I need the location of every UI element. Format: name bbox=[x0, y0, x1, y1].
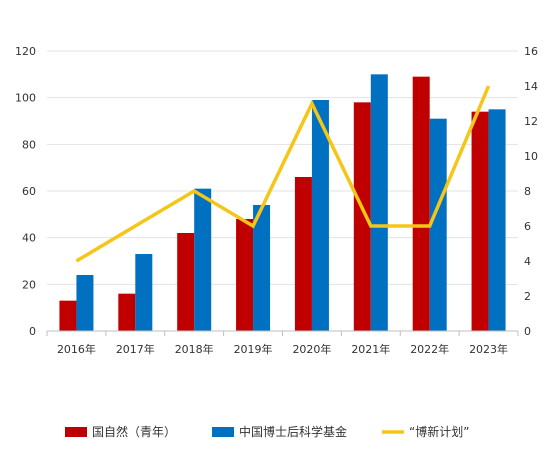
bar-nsfc-youth bbox=[413, 77, 430, 331]
bar-postdoc-fund bbox=[430, 119, 447, 331]
x-tick-label: 2017年 bbox=[116, 342, 155, 356]
legend-swatch bbox=[212, 427, 234, 437]
bar-nsfc-youth bbox=[236, 219, 253, 331]
legend: 国自然（青年） 中国博士后科学基金 “博新计划” bbox=[65, 424, 469, 439]
x-tick-label: 2016年 bbox=[57, 342, 96, 356]
y-right-tick-label: 2 bbox=[524, 290, 531, 303]
y-right-tick-label: 4 bbox=[524, 255, 531, 268]
y-right-tick-label: 14 bbox=[524, 80, 538, 93]
bar-postdoc-fund bbox=[489, 109, 506, 331]
x-tick-label: 2021年 bbox=[351, 342, 390, 356]
bar-postdoc-fund bbox=[135, 254, 152, 331]
bar-postdoc-fund bbox=[194, 189, 211, 331]
bar-nsfc-youth bbox=[118, 294, 135, 331]
y-left-tick-label: 0 bbox=[29, 325, 36, 338]
bar-postdoc-fund bbox=[76, 275, 93, 331]
y-right-tick-label: 12 bbox=[524, 115, 538, 128]
x-tick-label: 2020年 bbox=[292, 342, 331, 356]
legend-swatch bbox=[65, 427, 87, 437]
y-left-tick-label: 120 bbox=[15, 45, 36, 58]
x-tick-label: 2023年 bbox=[469, 342, 508, 356]
bar-postdoc-fund bbox=[371, 74, 388, 331]
axes: 0 20 40 60 80 100 120 0 2 4 6 8 10 12 14 16 2016年 2017年 20… bbox=[15, 45, 538, 356]
legend-label: 中国博士后科学基金 bbox=[239, 424, 347, 439]
y-left-tick-label: 20 bbox=[22, 278, 36, 291]
y-right-tick-label: 0 bbox=[524, 325, 531, 338]
x-tick-label: 2022年 bbox=[410, 342, 449, 356]
x-tick-label: 2018年 bbox=[175, 342, 214, 356]
bar-nsfc-youth bbox=[295, 177, 312, 331]
y-left-tick-label: 60 bbox=[22, 185, 36, 198]
x-tick-label: 2019年 bbox=[234, 342, 273, 356]
y-left-tick-label: 40 bbox=[22, 232, 36, 245]
bar-nsfc-youth bbox=[472, 112, 489, 331]
legend-label: “博新计划” bbox=[409, 424, 469, 439]
y-left-tick-label: 80 bbox=[22, 138, 36, 151]
y-left-tick-label: 100 bbox=[15, 92, 36, 105]
y-right-tick-label: 16 bbox=[524, 45, 538, 58]
legend-label: 国自然（青年） bbox=[92, 424, 176, 439]
y-right-tick-label: 10 bbox=[524, 150, 538, 163]
y-right-tick-label: 8 bbox=[524, 185, 531, 198]
y-right-tick-label: 6 bbox=[524, 220, 531, 233]
bar-nsfc-youth bbox=[59, 301, 76, 331]
bar-nsfc-youth bbox=[177, 233, 194, 331]
